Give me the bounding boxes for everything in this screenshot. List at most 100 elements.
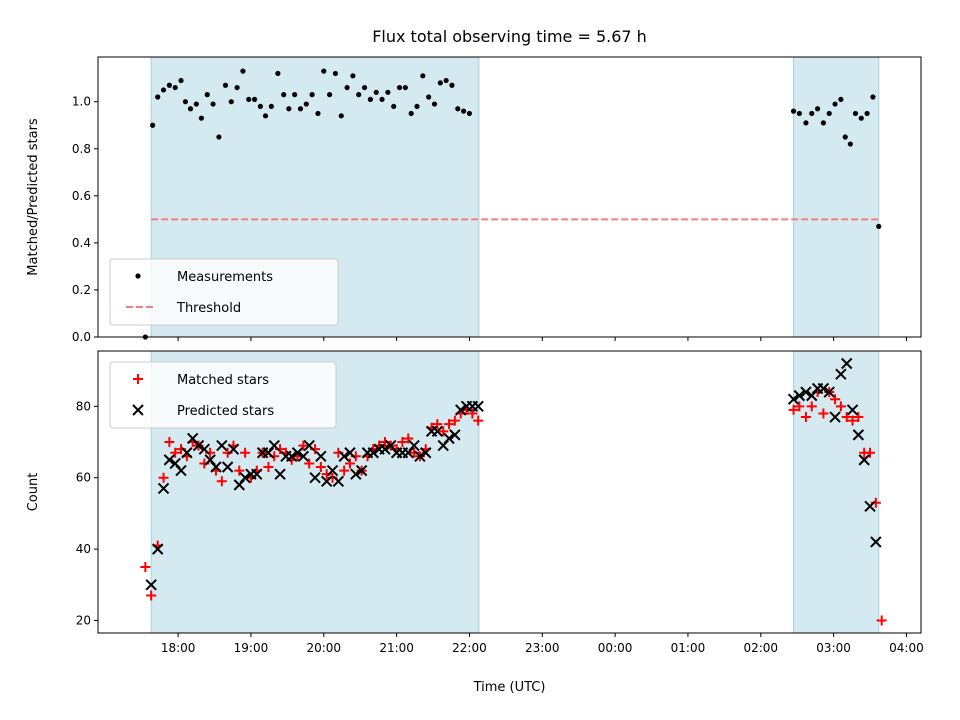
data-point bbox=[198, 115, 205, 121]
data-point bbox=[864, 500, 876, 512]
y-tick-label: 0.6 bbox=[72, 189, 91, 203]
data-point bbox=[876, 223, 882, 230]
data-point bbox=[835, 401, 846, 412]
data-point bbox=[304, 458, 315, 469]
data-point bbox=[449, 415, 460, 426]
data-point bbox=[157, 482, 170, 495]
legend-label: Matched stars bbox=[177, 373, 269, 388]
x-tick-label: 22:00 bbox=[452, 641, 487, 655]
data-point bbox=[842, 134, 848, 140]
data-point bbox=[391, 103, 397, 110]
data-point bbox=[830, 394, 841, 405]
data-point bbox=[221, 461, 234, 473]
data-point bbox=[274, 468, 286, 480]
panel-ratio: 0.0 0.2 0.4 0.6 0.8 1.0 Matched/Predicted star… bbox=[26, 56, 922, 344]
data-point bbox=[140, 561, 151, 572]
data-point bbox=[835, 368, 847, 380]
data-point bbox=[234, 465, 245, 476]
data-point bbox=[803, 120, 809, 126]
data-point bbox=[847, 415, 858, 426]
data-point bbox=[198, 443, 211, 455]
data-point bbox=[355, 464, 368, 477]
data-point bbox=[239, 472, 251, 484]
data-point bbox=[876, 615, 887, 626]
data-point bbox=[297, 106, 304, 112]
data-point bbox=[790, 108, 797, 114]
data-point bbox=[192, 439, 205, 452]
data-point bbox=[332, 475, 345, 487]
data-point bbox=[361, 84, 368, 91]
data-point bbox=[268, 439, 280, 452]
data-point bbox=[146, 590, 157, 601]
data-point bbox=[852, 429, 865, 441]
data-point bbox=[175, 464, 187, 477]
data-point bbox=[809, 110, 815, 117]
data-point bbox=[182, 99, 188, 105]
data-point bbox=[210, 461, 222, 473]
data-point bbox=[210, 101, 216, 107]
data-point bbox=[339, 465, 350, 476]
y-tick-label: 40 bbox=[76, 542, 91, 556]
data-point bbox=[178, 77, 184, 84]
data-point bbox=[800, 386, 812, 398]
data-point bbox=[344, 458, 355, 469]
data-point bbox=[414, 450, 426, 463]
data-point bbox=[466, 110, 473, 117]
data-point bbox=[303, 101, 309, 107]
data-point bbox=[216, 134, 222, 140]
data-point bbox=[187, 106, 194, 112]
x-tick-label: 23:00 bbox=[525, 641, 560, 655]
data-point bbox=[181, 447, 193, 459]
data-point bbox=[420, 447, 432, 459]
data-point bbox=[160, 87, 167, 93]
legend-label: Predicted stars bbox=[177, 404, 274, 419]
legend-label: Threshold bbox=[176, 301, 241, 316]
data-point bbox=[806, 401, 817, 412]
x-tick-label: 02:00 bbox=[743, 641, 778, 655]
x-tick-label: 18:00 bbox=[161, 641, 196, 655]
data-point bbox=[298, 440, 309, 451]
data-point bbox=[228, 99, 234, 105]
data-point bbox=[431, 101, 438, 107]
data-point bbox=[449, 429, 461, 441]
x-tick-label: 00:00 bbox=[598, 641, 633, 655]
data-point bbox=[240, 68, 246, 74]
axes-frame bbox=[97, 56, 922, 338]
data-point bbox=[379, 96, 385, 102]
data-point bbox=[420, 73, 426, 79]
legend: Measurements Threshold bbox=[109, 258, 339, 326]
data-point bbox=[332, 70, 339, 77]
data-point bbox=[350, 73, 356, 79]
data-point bbox=[826, 110, 832, 117]
data-point bbox=[793, 389, 806, 402]
data-point bbox=[286, 106, 292, 112]
data-point bbox=[820, 120, 827, 126]
legend-marker bbox=[133, 374, 143, 384]
legend-box bbox=[109, 361, 337, 429]
data-point bbox=[438, 426, 449, 437]
data-point bbox=[309, 92, 315, 98]
data-point bbox=[461, 108, 467, 114]
data-point bbox=[240, 447, 251, 458]
data-point bbox=[858, 454, 870, 466]
y-tick-label: 0.2 bbox=[72, 283, 91, 297]
data-point bbox=[841, 412, 852, 423]
y-axis-label: Matched/Predicted stars bbox=[26, 118, 41, 276]
x-tick-label: 20:00 bbox=[306, 641, 341, 655]
data-point bbox=[397, 437, 408, 448]
data-point bbox=[338, 450, 350, 463]
data-point bbox=[309, 472, 321, 484]
data-point bbox=[150, 122, 156, 128]
data-point bbox=[193, 101, 199, 107]
panel-count: 20 40 60 80 18:00 19:00 20:00 21:00 22:00 23:00 00… bbox=[26, 350, 924, 655]
data-point bbox=[864, 110, 870, 117]
data-point bbox=[251, 468, 263, 480]
data-point bbox=[315, 462, 326, 473]
data-point bbox=[356, 92, 362, 98]
data-point bbox=[852, 110, 859, 117]
data-point bbox=[234, 84, 240, 91]
data-point bbox=[823, 386, 835, 398]
data-point bbox=[275, 70, 281, 77]
data-point bbox=[847, 141, 853, 147]
